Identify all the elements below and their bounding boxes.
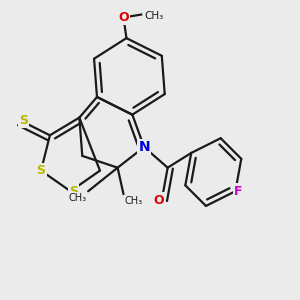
Text: CH₃: CH₃ — [69, 193, 87, 203]
Text: S: S — [19, 114, 28, 127]
Text: CH₃: CH₃ — [125, 196, 143, 206]
Text: CH₃: CH₃ — [144, 11, 164, 21]
Text: O: O — [118, 11, 129, 24]
Text: F: F — [234, 185, 243, 198]
Text: S: S — [37, 164, 46, 177]
Text: S: S — [69, 185, 78, 198]
Text: O: O — [154, 194, 164, 207]
Text: N: N — [138, 140, 150, 154]
